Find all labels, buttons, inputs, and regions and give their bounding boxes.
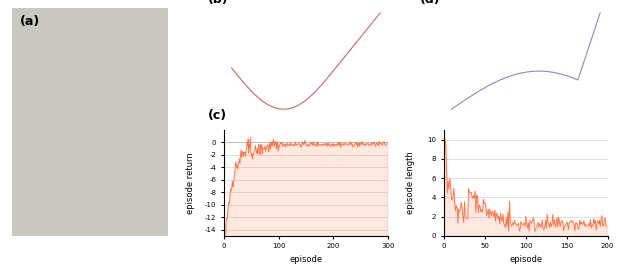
X-axis label: episode: episode: [290, 255, 322, 264]
Text: (d): (d): [420, 0, 440, 6]
Text: (c): (c): [208, 109, 227, 122]
Y-axis label: episode length: episode length: [405, 151, 415, 214]
X-axis label: episode: episode: [509, 255, 542, 264]
Text: (b): (b): [208, 0, 228, 6]
Text: (a): (a): [20, 15, 40, 28]
Y-axis label: episode return: episode return: [185, 152, 195, 214]
